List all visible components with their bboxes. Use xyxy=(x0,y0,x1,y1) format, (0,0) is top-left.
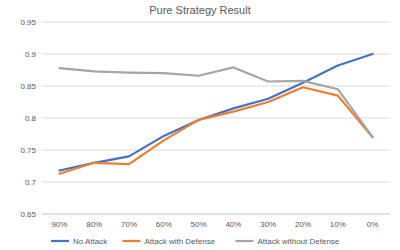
grid-line xyxy=(42,182,390,183)
legend-swatch xyxy=(51,240,69,242)
y-tick-label: 0.65 xyxy=(20,210,36,219)
legend-swatch xyxy=(122,240,140,242)
legend-swatch xyxy=(235,240,253,242)
y-tick-label: 0.75 xyxy=(20,146,36,155)
chart: Pure Strategy Result 0.65 0.7 0.75 0.8 0.85 0.… xyxy=(0,0,400,250)
x-tick-label: 0% xyxy=(367,220,379,229)
grid-line xyxy=(42,214,390,215)
legend-label: Attack with Defense xyxy=(144,237,215,246)
x-tick-label: 80% xyxy=(86,220,102,229)
grid-line xyxy=(42,22,390,23)
plot-area xyxy=(59,54,372,174)
grid-line xyxy=(42,54,390,55)
x-tick-label: 20% xyxy=(295,220,311,229)
grid-line xyxy=(42,118,390,119)
series-line xyxy=(59,87,372,173)
y-tick-label: 0.95 xyxy=(20,18,36,27)
series-line xyxy=(59,54,372,170)
x-tick-label: 30% xyxy=(260,220,276,229)
x-tick-label: 70% xyxy=(121,220,137,229)
legend: No Attack Attack with Defense Attack witho… xyxy=(51,237,340,246)
x-tick-label: 60% xyxy=(156,220,172,229)
legend-label: No Attack xyxy=(73,237,108,246)
background xyxy=(0,0,400,250)
x-tick-label: 90% xyxy=(51,220,67,229)
grid-line xyxy=(42,150,390,151)
legend-label: Attack without Defense xyxy=(257,237,339,246)
y-tick-label: 0.7 xyxy=(25,178,37,187)
x-tick-label: 50% xyxy=(191,220,207,229)
x-axis-line xyxy=(42,214,390,215)
grid-line xyxy=(42,86,390,87)
y-tick-label: 0.8 xyxy=(25,114,37,123)
x-tick-label: 10% xyxy=(330,220,346,229)
y-tick-label: 0.9 xyxy=(25,50,37,59)
y-tick-label: 0.85 xyxy=(20,82,36,91)
series-line xyxy=(59,67,372,137)
x-tick-label: 40% xyxy=(225,220,241,229)
title: Pure Strategy Result xyxy=(149,4,251,16)
